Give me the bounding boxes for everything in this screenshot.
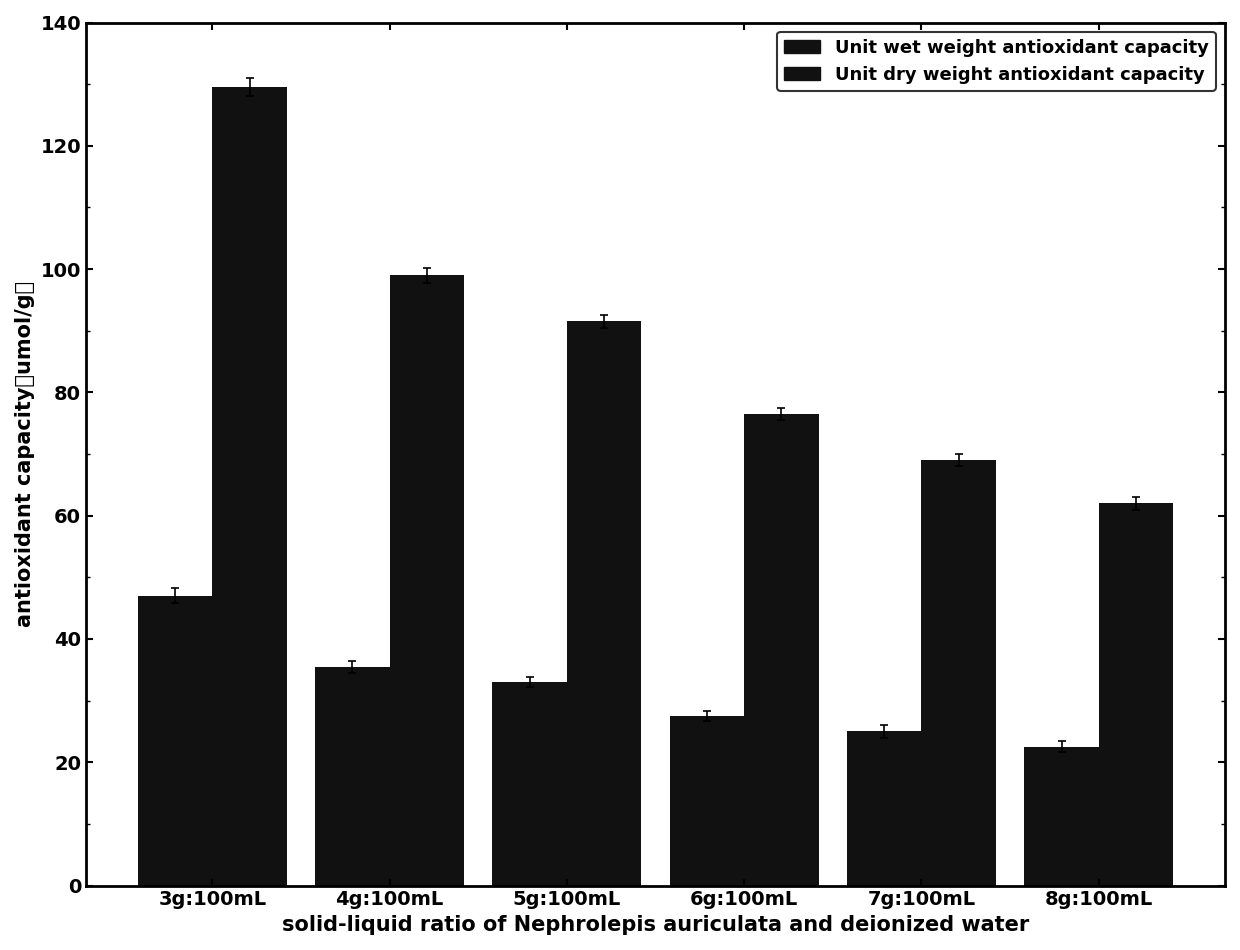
Legend: Unit wet weight antioxidant capacity, Unit dry weight antioxidant capacity: Unit wet weight antioxidant capacity, Un… <box>777 31 1216 91</box>
Bar <box>212 87 286 885</box>
Bar <box>670 716 744 885</box>
Bar <box>847 732 921 885</box>
Y-axis label: antioxidant capacity（umol/g）: antioxidant capacity（umol/g） <box>15 281 35 627</box>
Bar <box>138 596 212 885</box>
Bar <box>492 682 567 885</box>
Bar <box>921 460 996 885</box>
Bar <box>744 414 818 885</box>
Bar <box>1099 504 1173 885</box>
Bar <box>389 276 464 885</box>
Bar <box>315 667 389 885</box>
Bar <box>567 321 641 885</box>
Bar <box>1024 747 1099 885</box>
X-axis label: solid-liquid ratio of Nephrolepis auriculata and deionized water: solid-liquid ratio of Nephrolepis auricu… <box>281 915 1029 935</box>
